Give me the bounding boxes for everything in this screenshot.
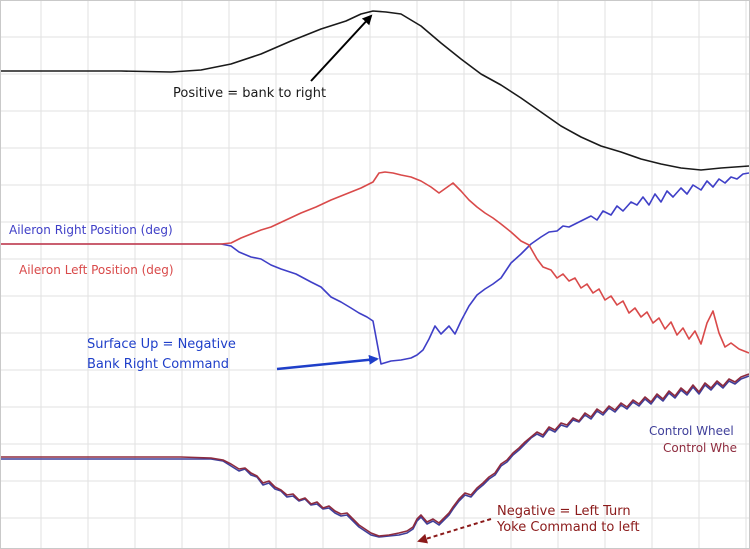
series-line-wheel-b (1, 373, 749, 537)
yoke-annotation-line2: Yoke Command to left (496, 520, 640, 535)
control-wheel-legend-a: Control Wheel (649, 424, 734, 438)
series-line-aileron-left (1, 171, 749, 354)
control-wheel-legend-b: Control Whe (663, 441, 737, 455)
series-layer (1, 10, 749, 538)
series-line-wheel-a (1, 375, 749, 538)
yoke-annotation-arrow (417, 518, 492, 544)
aileron-right-legend-label: Aileron Right Position (deg) (9, 223, 173, 237)
surface-annotation-line1: Surface Up = Negative (87, 337, 236, 352)
yoke-annotation-line1: Negative = Left Turn (497, 504, 631, 519)
series-line-bank (1, 10, 749, 171)
bank-annotation-label: Positive = bank to right (173, 86, 326, 101)
surface-annotation-line2: Bank Right Command (87, 357, 229, 372)
surface-annotation-arrow (276, 354, 379, 371)
series-line-aileron-right (1, 172, 749, 365)
aileron-left-legend-label: Aileron Left Position (deg) (19, 263, 174, 277)
bank-annotation-arrow (310, 14, 373, 82)
